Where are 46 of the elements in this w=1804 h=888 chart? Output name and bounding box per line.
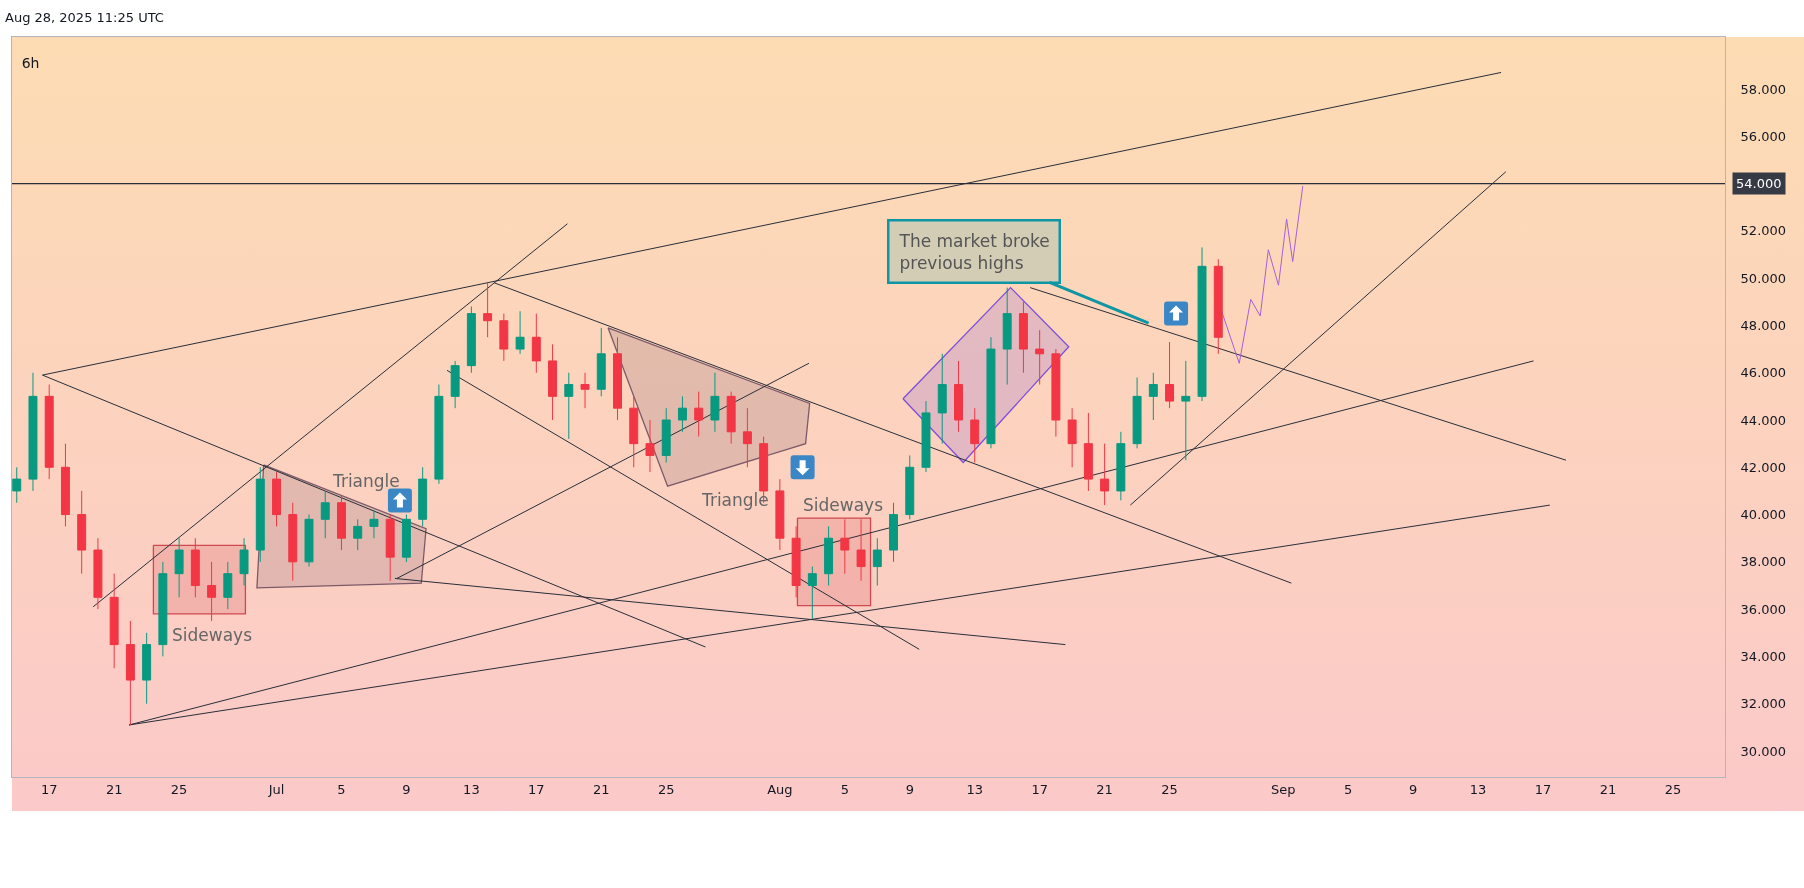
x-tick-label: 25	[170, 781, 188, 797]
x-tick-label: 25	[657, 781, 675, 797]
y-tick-label: 56.000	[1740, 128, 1787, 144]
x-tick-label: 5	[337, 781, 346, 797]
x-tick-label: 9	[905, 781, 914, 797]
y-tick-label: 44.000	[1740, 412, 1787, 428]
x-tick-label: 21	[1599, 781, 1617, 797]
y-tick-label: 52.000	[1740, 223, 1787, 239]
annotation: Triangle	[332, 471, 400, 491]
y-tick-label: 42.000	[1740, 459, 1787, 475]
text: 6h	[21, 54, 40, 71]
x-tick-label: 5	[1344, 781, 1353, 797]
x-tick-label: Aug	[767, 781, 793, 797]
x-tick-label: 17	[1031, 781, 1048, 797]
y-tick-label: 32.000	[1740, 696, 1787, 712]
x-tick-label: 21	[105, 781, 123, 797]
x-tick-label: 17	[40, 781, 58, 797]
y-tick-label: 34.000	[1740, 648, 1787, 664]
x-tick-label: Jul	[267, 781, 285, 797]
y-tick-label: 38.000	[1740, 554, 1787, 570]
y-tick-label: 50.000	[1740, 270, 1787, 286]
annotation: Sideways	[803, 495, 884, 515]
y-tick-label: 40.000	[1740, 507, 1787, 523]
y-tick-label: 46.000	[1740, 365, 1787, 381]
annotation: The market broke previous highs	[898, 230, 1050, 273]
annotation: Triangle	[701, 490, 769, 510]
x-tick-label: 21	[593, 781, 610, 797]
x-tick-label: 13	[463, 781, 480, 797]
x-tick-label: Sep	[1270, 781, 1296, 797]
x-tick-label: 5	[840, 781, 849, 797]
ref-line-label: 54.000	[1736, 176, 1782, 191]
x-tick-label: 21	[1096, 781, 1113, 797]
x-tick-label: 13	[1469, 781, 1487, 797]
text: Aug 28, 2025 11:25 UTC	[5, 10, 164, 25]
x-tick-label: 17	[528, 781, 545, 797]
x-tick-label: 25	[1664, 781, 1682, 797]
x-tick-label: 9	[402, 781, 411, 797]
x-tick-label: 17	[1534, 781, 1552, 797]
y-tick-label: 58.000	[1740, 81, 1787, 97]
x-tick-label: 25	[1161, 781, 1178, 797]
x-tick-label: 13	[966, 781, 983, 797]
y-tick-label: 36.000	[1740, 601, 1787, 617]
annotation: Sideways	[172, 625, 253, 645]
y-tick-label: 30.000	[1740, 743, 1787, 759]
y-tick-label: 48.000	[1740, 317, 1787, 333]
x-tick-label: 9	[1408, 781, 1418, 797]
